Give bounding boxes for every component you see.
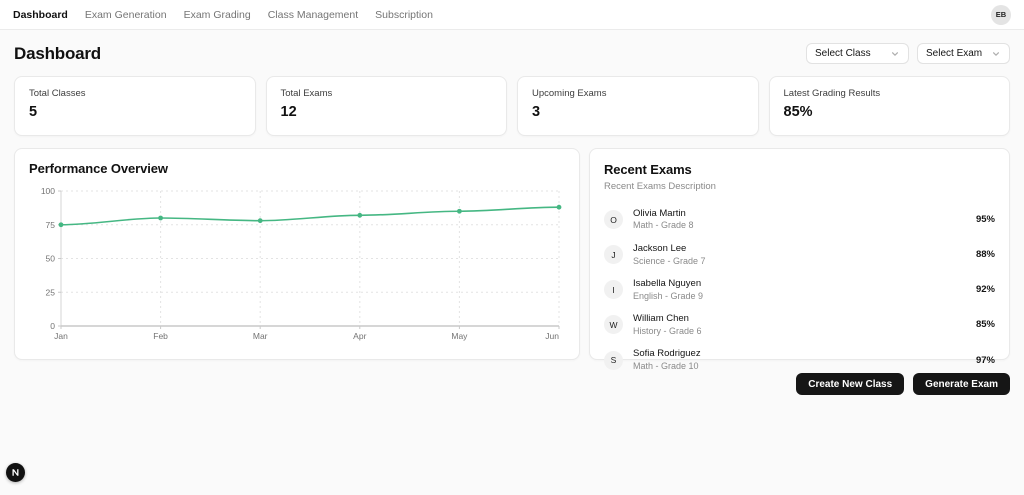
data-point <box>357 212 363 218</box>
nextjs-logo-icon <box>12 469 19 476</box>
page-header: Dashboard Select Class Select Exam <box>0 30 1024 64</box>
nav-item-subscription[interactable]: Subscription <box>375 8 433 21</box>
student-name: Olivia Martin <box>633 207 686 219</box>
chevron-down-icon <box>892 51 898 56</box>
actions-row: Create New Class Generate Exam <box>14 373 1010 395</box>
stat-value: 12 <box>280 104 297 120</box>
data-point <box>58 222 64 228</box>
exam-detail: Math - Grade 10 <box>633 360 699 371</box>
student-avatar: W <box>604 315 623 335</box>
student-name: Jackson Lee <box>633 242 687 254</box>
select-class-value: Select Class <box>815 48 871 59</box>
stat-label: Upcoming Exams <box>532 88 607 99</box>
y-tick-label: 25 <box>46 287 56 297</box>
x-tick-label: Apr <box>353 331 366 341</box>
exam-score: 97% <box>975 354 995 366</box>
student-avatar: I <box>604 280 623 300</box>
stat-label: Total Exams <box>280 88 333 99</box>
stats-row: Total Classes 5 Total Exams 12 Upcoming Exam… <box>14 76 1010 136</box>
header-selects: Select Class Select Exam <box>806 43 1010 64</box>
main-row: Performance Overview 0 25 50 75 100 Jan Feb Mar… <box>14 148 1010 371</box>
stat-card-upcoming-exams: Upcoming Exams 3 <box>517 76 759 136</box>
data-point <box>457 208 462 214</box>
stat-value: 5 <box>29 104 38 120</box>
y-tick-label: 100 <box>41 186 55 196</box>
exam-info: Sofia Rodriguez Math - Grade 10 <box>633 348 701 372</box>
exam-row-sofia-rodriguez: S Sofia Rodriguez Math - Grade 10 97% <box>604 343 995 378</box>
data-point <box>257 218 263 224</box>
nav-item-dashboard[interactable]: Dashboard <box>13 8 68 21</box>
top-navigation: Dashboard Exam Generation Exam Grading Clas… <box>0 0 1024 30</box>
exam-detail: Science - Grade 7 <box>633 255 706 266</box>
x-tick-label: May <box>451 331 468 341</box>
exam-row-jackson-lee: J Jackson Lee Science - Grade 7 88% <box>604 237 995 272</box>
student-avatar: O <box>604 210 623 230</box>
select-exam-value: Select Exam <box>926 48 983 59</box>
student-name: Isabella Nguyen <box>633 277 702 289</box>
recent-exams-list: O Olivia Martin Math - Grade 8 95% J Jackson … <box>604 202 995 378</box>
create-new-class-button[interactable]: Create New Class <box>796 373 905 395</box>
student-avatar: S <box>604 350 623 370</box>
exam-row-isabella-nguyen: I Isabella Nguyen English - Grade 9 92% <box>604 272 995 307</box>
stat-value: 85% <box>783 104 813 120</box>
generate-exam-button[interactable]: Generate Exam <box>913 373 1010 395</box>
chart-title: Performance Overview <box>29 161 168 176</box>
data-point <box>158 215 164 221</box>
exam-detail: Math - Grade 8 <box>633 220 694 231</box>
data-point <box>556 204 562 210</box>
recent-exams-subtitle: Recent Exams Description <box>604 181 716 192</box>
x-tick-label: Feb <box>153 331 168 341</box>
x-tick-label: Jun <box>545 331 559 341</box>
stat-label: Total Classes <box>29 88 86 99</box>
nav-item-class-management[interactable]: Class Management <box>267 8 359 21</box>
performance-overview-card: Performance Overview 0 25 50 75 100 Jan Feb Mar… <box>14 148 580 360</box>
nav-item-exam-generation[interactable]: Exam Generation <box>84 8 167 21</box>
x-tick-label: Jan <box>54 331 68 341</box>
select-class-dropdown[interactable]: Select Class <box>806 43 909 64</box>
performance-chart: 0 25 50 75 100 Jan Feb Mar Apr May Jun <box>29 184 565 347</box>
user-avatar[interactable]: EB <box>991 4 1011 25</box>
stat-card-total-classes: Total Classes 5 <box>14 76 256 136</box>
exam-score: 95% <box>975 214 995 226</box>
exam-score: 85% <box>975 319 995 331</box>
exam-detail: History - Grade 6 <box>633 325 702 336</box>
exam-info: Jackson Lee Science - Grade 7 <box>633 243 706 267</box>
recent-exams-title: Recent Exams <box>604 162 692 177</box>
exam-detail: English - Grade 9 <box>633 290 704 301</box>
x-tick-label: Mar <box>253 331 268 341</box>
exam-row-william-chen: W William Chen History - Grade 6 85% <box>604 307 995 342</box>
student-name: Sofia Rodriguez <box>633 348 701 359</box>
stat-value: 3 <box>532 104 541 120</box>
stat-card-total-exams: Total Exams 12 <box>265 76 507 136</box>
y-tick-label: 0 <box>50 321 55 331</box>
nav-tabs: Dashboard Exam Generation Exam Grading Clas… <box>13 9 433 21</box>
exam-row-olivia-martin: O Olivia Martin Math - Grade 8 95% <box>604 202 995 237</box>
nextjs-dev-badge[interactable] <box>6 463 25 482</box>
chevron-down-icon <box>993 51 999 56</box>
exam-score: 92% <box>975 284 995 296</box>
exam-info: Olivia Martin Math - Grade 8 <box>633 208 694 232</box>
student-name: William Chen <box>633 312 689 324</box>
exam-score: 88% <box>975 249 995 261</box>
select-exam-dropdown[interactable]: Select Exam <box>917 43 1010 64</box>
stat-card-latest-grading-results: Latest Grading Results 85% <box>768 76 1010 136</box>
nav-item-exam-grading[interactable]: Exam Grading <box>183 8 251 21</box>
exam-info: Isabella Nguyen English - Grade 9 <box>633 278 703 302</box>
student-avatar: J <box>604 245 623 265</box>
stat-label: Latest Grading Results <box>783 88 881 99</box>
exam-info: William Chen History - Grade 6 <box>633 313 702 337</box>
page-content: Dashboard Select Class Select Exam Total… <box>0 30 1024 495</box>
performance-line <box>60 206 560 226</box>
y-tick-label: 75 <box>46 220 56 230</box>
y-tick-label: 50 <box>46 254 56 264</box>
line-chart-svg: 0 25 50 75 100 Jan Feb Mar Apr May Jun <box>41 186 562 341</box>
page-title: Dashboard <box>14 43 101 63</box>
